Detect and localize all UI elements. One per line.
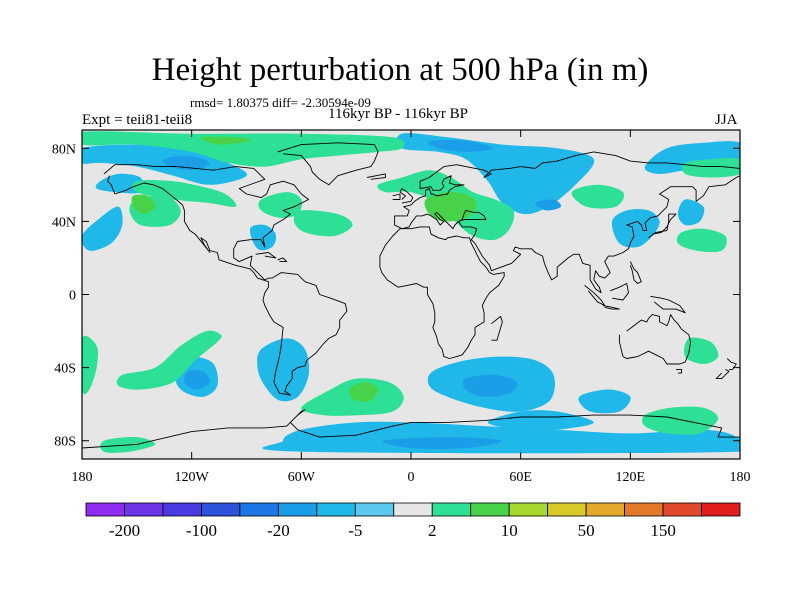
contour-region--5: [95, 173, 144, 194]
colorbar-box: [624, 502, 664, 517]
coastline: [491, 315, 503, 341]
colorbar-box: [354, 502, 395, 517]
contour-region-2: [82, 131, 405, 167]
contour-region--5: [257, 338, 310, 402]
colorbar-box: [316, 502, 356, 517]
coastline: [584, 285, 606, 306]
colorbar-label: -100: [186, 521, 217, 540]
contour-region--5: [611, 209, 660, 248]
x-tick-label: 120W: [175, 470, 210, 485]
coastline: [394, 151, 740, 230]
coastline: [255, 252, 277, 259]
x-tick-label: 180: [730, 470, 751, 485]
contour-region--5: [396, 133, 595, 215]
colorbar-label: 10: [501, 521, 518, 540]
colorbar-box: [585, 502, 625, 517]
coastline: [629, 261, 642, 284]
contour-region--5: [487, 410, 594, 431]
coastline: [277, 142, 379, 186]
contour-region--20: [535, 199, 562, 211]
contour-region--20: [427, 140, 494, 152]
plot-title: Height perturbation at 500 hPa (in m): [151, 52, 649, 88]
contour-region-2: [293, 210, 353, 237]
contour-region-2: [258, 192, 303, 218]
coastline: [648, 213, 677, 239]
colorbar-box: [547, 502, 587, 517]
colorbar-label: -200: [109, 521, 140, 540]
contour-region--5: [262, 421, 740, 454]
contour-region-2: [641, 406, 719, 435]
contour-region--5: [578, 389, 631, 414]
x-tick-label: 120E: [616, 470, 646, 485]
x-tick-label: 60W: [288, 470, 316, 485]
coastline: [401, 175, 740, 294]
contour-region-2: [684, 337, 719, 364]
coastline: [650, 295, 686, 314]
colorbar-box: [431, 502, 472, 517]
contour-region-10: [200, 136, 251, 145]
x-tick-label: 0: [408, 470, 415, 485]
contour-region-2: [681, 157, 740, 178]
x-tick-label: 60E: [509, 470, 532, 485]
experiment-label: Expt = teii81-teii8: [82, 112, 193, 128]
contour-region--5: [82, 206, 123, 251]
colorbar-label: -20: [267, 521, 290, 540]
colorbar-label: 50: [578, 521, 595, 540]
coastline: [277, 257, 288, 263]
coastline: [82, 409, 740, 449]
colorbar-box: [662, 502, 702, 517]
y-tick-label: 80N: [52, 142, 76, 157]
y-tick-label: 0: [69, 289, 76, 304]
stats-line: rmsd= 1.80375 diff= -2.30594e-09: [190, 95, 371, 110]
coastline: [392, 193, 401, 200]
colorbar-box: [239, 502, 279, 517]
coastline: [379, 226, 505, 359]
colorbar-box: [124, 502, 164, 517]
contour-region--20: [462, 374, 518, 398]
colorbar-label: 150: [650, 521, 676, 540]
coastline: [618, 314, 692, 365]
contour-region--20: [183, 369, 211, 390]
colorbar-box: [508, 502, 549, 517]
colorbar-box: [470, 502, 510, 517]
contour-region--20: [382, 437, 503, 449]
contour-region-2: [82, 335, 99, 395]
coastline: [610, 283, 629, 301]
contour-region-10: [348, 382, 379, 402]
y-tick-label: 40N: [52, 215, 76, 230]
contour-region-2: [676, 228, 727, 253]
colorbar-box: [393, 502, 433, 517]
colorbar-label: 2: [428, 521, 437, 540]
x-tick-label: 180: [72, 470, 93, 485]
colorbar-label: -5: [348, 521, 362, 540]
coastline: [726, 358, 737, 370]
contour-region-2: [116, 330, 222, 390]
contour-region--5: [677, 199, 705, 226]
contour-region-2: [571, 184, 625, 209]
coastline: [399, 188, 414, 204]
colorbar-box: [701, 502, 741, 517]
season-label: JJA: [715, 112, 738, 128]
period-label: 116kyr BP - 116kyr BP: [328, 106, 469, 122]
coastline: [103, 164, 348, 396]
contour-region-10: [131, 194, 156, 215]
colorbar-box: [277, 502, 318, 517]
colorbar-box: [85, 502, 125, 517]
coastline: [715, 369, 730, 380]
coastline: [676, 368, 682, 374]
coastline: [367, 173, 386, 180]
colorbar-box: [162, 502, 202, 517]
y-tick-label: 80S: [54, 435, 76, 450]
colorbar-box: [201, 502, 241, 517]
y-tick-label: 40S: [54, 362, 76, 377]
coastline: [602, 305, 620, 310]
